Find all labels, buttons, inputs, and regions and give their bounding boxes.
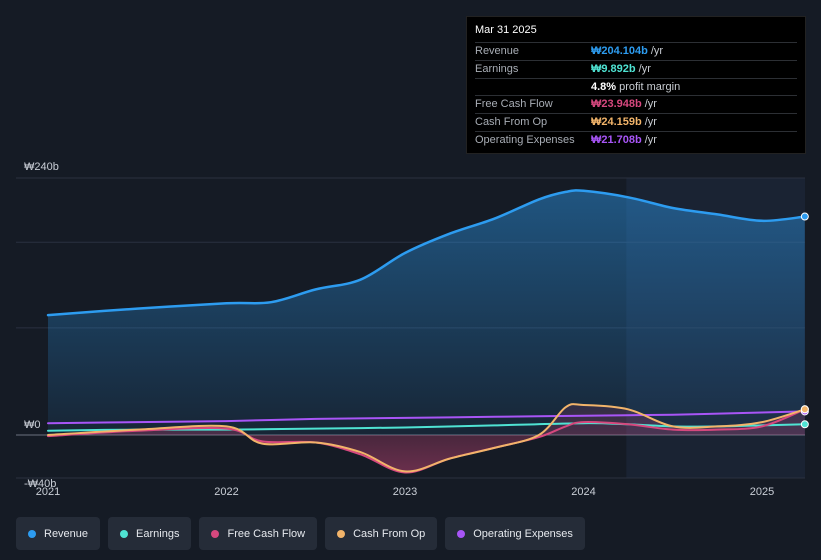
tooltip-unit: /yr [644,116,657,129]
tooltip-value: ₩204.104b [591,45,648,57]
legend-label: Free Cash Flow [227,527,306,540]
series-lines [46,189,807,474]
tooltip-unit: /yr [644,98,657,111]
legend-label: Revenue [44,527,89,540]
data-tooltip: Mar 31 2025 Revenue ₩204.104b/yr Earnings ₩… [466,16,806,154]
operating-expenses-line [47,410,806,425]
earnings-endpoint [800,420,809,429]
cash-from-op-endpoint [800,405,809,414]
legend-item-cash-from-op[interactable]: Cash From Op [325,517,438,550]
legend-label: Earnings [136,527,180,540]
y-axis-label: ₩240b [24,161,59,173]
tooltip-label: Free Cash Flow [475,98,553,111]
y-axis-labels: ₩240b ₩0 -₩40b [24,161,59,490]
tooltip-value: ₩9.892b [591,62,636,75]
tooltip-value: ₩23.948b [591,98,642,111]
cash-flow-area [48,404,805,472]
revenue-area [48,190,805,435]
y-axis-label: ₩0 [24,419,41,431]
series-endpoints [800,212,809,429]
legend: Revenue Earnings Free Cash Flow Cash From O… [16,517,585,550]
tooltip-rows: Revenue ₩204.104b/yr Earnings ₩9.892b/yr 4.8… [475,42,797,149]
tooltip-label: Cash From Op [475,116,548,129]
legend-item-operating-expenses[interactable]: Operating Expenses [445,517,585,550]
tooltip-row: Free Cash Flow ₩23.948b/yr [475,95,797,113]
tooltip-unit: profit margin [619,80,681,93]
legend-dot-icon [28,529,36,538]
legend-item-free-cash-flow[interactable]: Free Cash Flow [199,517,318,550]
x-axis-labels: 2021 2022 2023 2024 2025 [36,486,774,498]
legend-dot-icon [337,529,346,538]
tooltip-row: Cash From Op ₩24.159b/yr [475,113,797,131]
cash-from-op-line [47,403,806,473]
legend-dot-icon [457,529,466,538]
tooltip-value: 4.8% [591,80,617,93]
legend-label: Cash From Op [353,527,426,540]
tooltip-value: ₩21.708b [591,133,642,146]
tooltip-label: Revenue [475,45,520,57]
revenue-line [46,189,807,317]
series-areas [48,190,805,472]
tooltip-row: 4.8% profit margin [475,77,797,96]
x-axis-label: 2021 [36,486,60,498]
tooltip-unit: /yr [650,45,664,57]
tooltip-label [475,79,591,96]
legend-item-revenue[interactable]: Revenue [16,517,101,550]
x-axis-label: 2025 [750,486,774,498]
y-axis-label: -₩40b [24,478,56,490]
revenue-endpoint [800,212,809,221]
x-axis-label: 2022 [214,486,238,498]
legend-dot-icon [211,529,220,538]
tooltip-row: Revenue ₩204.104b/yr [475,42,797,60]
x-axis-label: 2023 [393,486,417,498]
x-axis-label: 2024 [571,486,595,498]
legend-dot-icon [120,529,129,538]
legend-label: Operating Expenses [473,527,573,540]
tooltip-row: Earnings ₩9.892b/yr [475,59,797,78]
legend-item-earnings[interactable]: Earnings [108,517,192,550]
tooltip-date: Mar 31 2025 [475,24,537,36]
tooltip-row: Operating Expenses ₩21.708b/yr [475,130,797,149]
tooltip-label: Earnings [475,62,519,75]
tooltip-unit: /yr [644,133,657,146]
tooltip-value: ₩24.159b [591,116,642,129]
tooltip-label: Operating Expenses [475,133,575,146]
tooltip-unit: /yr [638,62,651,75]
